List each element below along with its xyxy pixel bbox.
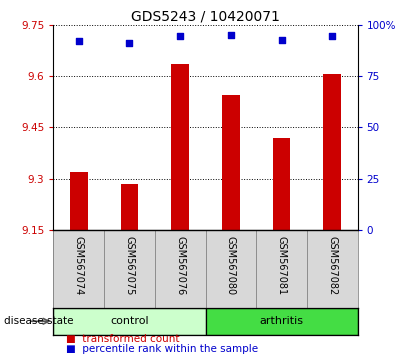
Bar xyxy=(272,138,291,230)
Text: GSM567081: GSM567081 xyxy=(277,236,286,296)
Point xyxy=(76,38,82,44)
Text: disease state: disease state xyxy=(4,316,74,326)
Text: GSM567076: GSM567076 xyxy=(175,236,185,296)
Text: GSM567082: GSM567082 xyxy=(327,236,337,296)
Bar xyxy=(53,308,206,335)
Bar xyxy=(104,230,155,308)
Point xyxy=(278,37,285,43)
Bar xyxy=(307,230,358,308)
Point xyxy=(126,40,133,46)
Bar xyxy=(120,184,139,230)
Text: ■  transformed count: ■ transformed count xyxy=(66,334,179,344)
Text: arthritis: arthritis xyxy=(259,316,304,326)
Bar xyxy=(206,230,256,308)
Text: ■  percentile rank within the sample: ■ percentile rank within the sample xyxy=(66,344,258,354)
Bar xyxy=(155,230,206,308)
Text: GSM567075: GSM567075 xyxy=(125,236,134,296)
Bar xyxy=(323,74,341,230)
Title: GDS5243 / 10420071: GDS5243 / 10420071 xyxy=(131,10,280,24)
Text: GSM567080: GSM567080 xyxy=(226,236,236,296)
Bar xyxy=(222,95,240,230)
Text: control: control xyxy=(110,316,149,326)
Point xyxy=(228,32,234,38)
Bar xyxy=(53,230,104,308)
Bar xyxy=(171,64,189,230)
Bar xyxy=(206,308,358,335)
Text: GSM567074: GSM567074 xyxy=(74,236,84,296)
Point xyxy=(329,33,335,39)
Bar xyxy=(256,230,307,308)
Bar xyxy=(70,172,88,230)
Point xyxy=(177,33,183,39)
